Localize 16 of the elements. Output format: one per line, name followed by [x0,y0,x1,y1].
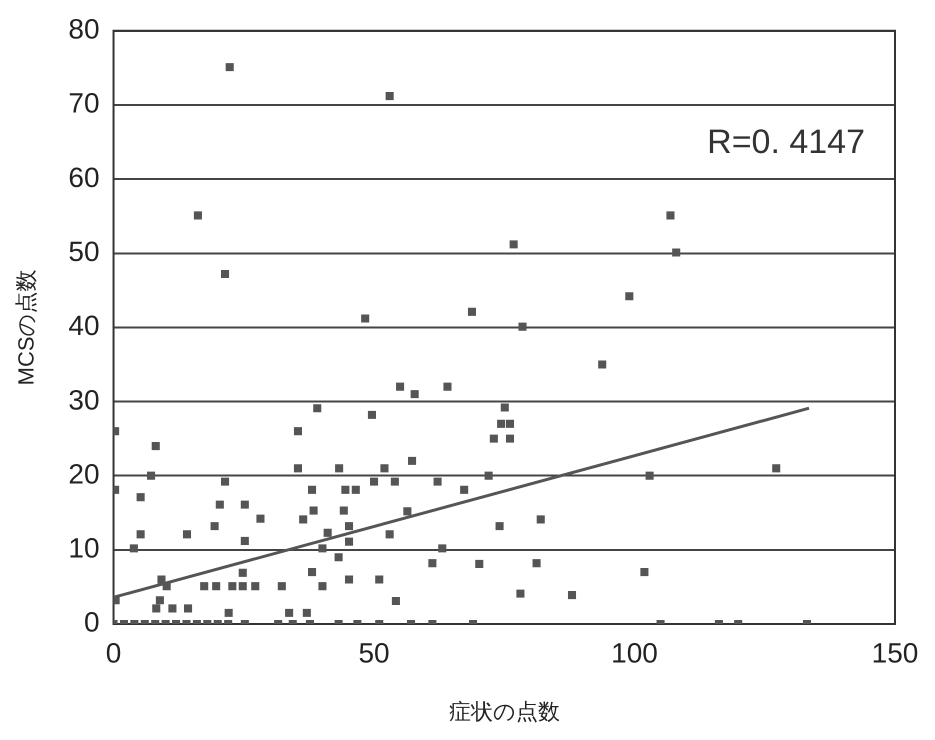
y-tick-label: 20 [68,458,100,490]
y-tick-label: 10 [68,532,100,564]
x-axis-title: 症状の点数 [448,698,560,724]
y-tick-label: 40 [68,310,100,342]
y-tick-label: 0 [84,606,100,638]
y-axis-title: MCSの点数 [13,269,38,386]
y-tick-label: 80 [68,14,100,45]
x-tick-label: 150 [872,638,918,669]
x-tick-label: 100 [611,638,658,669]
annotation: R=0. 4147 [707,122,865,161]
y-tick-label: 30 [68,384,100,416]
y-tick-label: 50 [68,236,100,267]
y-tick-label: 70 [68,88,100,119]
x-tick-label: 0 [106,638,122,669]
y-tick-label: 60 [68,162,100,193]
x-tick-label: 50 [358,638,390,669]
